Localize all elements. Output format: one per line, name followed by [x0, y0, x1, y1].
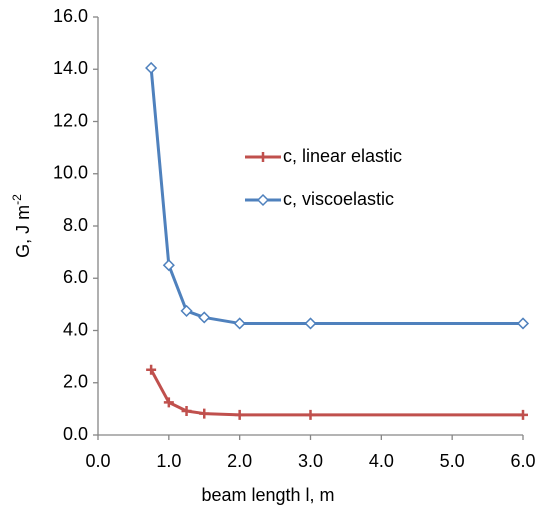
x-tick-label: 0.0	[85, 451, 110, 471]
x-tick-label: 5.0	[440, 451, 465, 471]
y-tick-label: 0.0	[63, 424, 88, 444]
y-tick-label: 12.0	[53, 110, 88, 130]
point	[163, 397, 174, 408]
point	[516, 317, 530, 330]
point	[146, 364, 157, 375]
x-tick-label: 2.0	[227, 451, 252, 471]
y-axis-label: G, J m-2	[10, 194, 33, 258]
point	[305, 409, 316, 420]
y-tick-label: 14.0	[53, 58, 88, 78]
x-axis-label: beam length l, m	[201, 485, 334, 505]
point	[233, 317, 246, 330]
legend-label: c, linear elastic	[283, 146, 402, 166]
point	[234, 409, 245, 420]
point	[145, 61, 158, 75]
y-tick-label: 8.0	[63, 215, 88, 235]
y-tick-label: 4.0	[63, 319, 88, 339]
y-axis-label-sup: -2	[10, 194, 24, 205]
legend-marker	[258, 152, 268, 162]
y-tick-label: 6.0	[63, 267, 88, 287]
x-tick-label: 3.0	[298, 451, 323, 471]
series-line	[149, 368, 523, 417]
point	[198, 311, 211, 324]
point	[518, 409, 528, 420]
legend-label: c, viscoelastic	[283, 189, 394, 209]
point	[199, 408, 210, 419]
x-tick-label: 1.0	[156, 451, 181, 471]
y-tick-label: 16.0	[53, 6, 88, 26]
y-axis-label-text: G, J m	[13, 205, 33, 258]
point	[180, 304, 193, 317]
point	[162, 259, 175, 272]
x-tick-label: 6.0	[510, 451, 535, 471]
y-tick-label: 2.0	[63, 372, 88, 392]
point	[181, 405, 192, 416]
legend-marker	[256, 193, 270, 207]
x-tick-label: 4.0	[369, 451, 394, 471]
y-tick-label: 10.0	[53, 163, 88, 183]
point	[304, 317, 317, 330]
